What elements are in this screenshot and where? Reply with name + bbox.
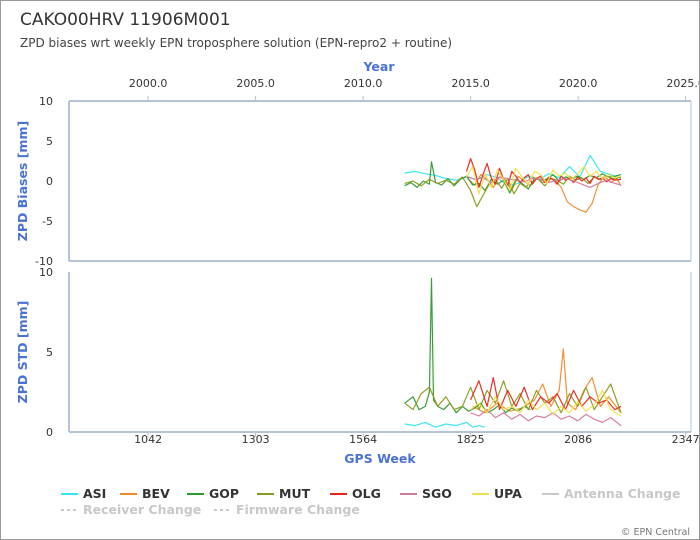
legend-label: MUT (279, 486, 311, 501)
std-series-group (404, 277, 622, 428)
credit-text: © EPN Central (621, 527, 690, 538)
year-tick-label: 2020.0 (559, 77, 598, 90)
year-tick-label: 2010.0 (344, 77, 383, 90)
std-y-tick-label: 0 (46, 426, 53, 439)
legend-label: Antenna Change (564, 486, 680, 501)
gps-week-tick-label: 2347 (672, 433, 699, 446)
legend-item-firmware-change[interactable]: Firmware Change (214, 502, 360, 517)
legend-label: BEV (142, 486, 170, 501)
legend-label: UPA (494, 486, 522, 501)
year-tick-label: 2005.0 (236, 77, 275, 90)
legend-item-olg[interactable]: OLG (330, 486, 381, 501)
std-series-sgo (470, 409, 622, 427)
bias-y-tick-label: 5 (46, 135, 53, 148)
legend-label: Firmware Change (236, 502, 360, 517)
std-series-upa (470, 389, 622, 417)
bias-series-olg (465, 158, 622, 188)
chart-title: CAKO00HRV 11906M001 (20, 10, 231, 30)
bias-series-upa (465, 166, 622, 195)
legend-label: SGO (422, 486, 452, 501)
legend-label: Receiver Change (83, 502, 201, 517)
legend-item-gop[interactable]: GOP (187, 486, 239, 501)
bias-y-tick-label: 10 (39, 95, 53, 108)
gps-week-tick-label: 2086 (564, 433, 592, 446)
gps-week-tick-label: 1042 (134, 433, 162, 446)
std-axis-label: ZPD STD [mm] (15, 301, 30, 404)
bias-series-mut (404, 175, 622, 208)
legend-item-antenna-change[interactable]: Antenna Change (542, 486, 680, 501)
legend[interactable]: ASI BEV GOP MUT OLG SGO UPA Antenna Change Recei… (61, 486, 680, 517)
legend-label: GOP (209, 486, 239, 501)
legend-item-sgo[interactable]: SGO (400, 486, 452, 501)
std-series-gop (404, 277, 531, 414)
year-tick-label: 2025.0 (666, 77, 699, 90)
year-tick-label: 2015.0 (451, 77, 490, 90)
bias-series-asi (404, 154, 622, 187)
legend-item-receiver-change[interactable]: Receiver Change (61, 502, 201, 517)
gps-week-axis-label: GPS Week (344, 451, 416, 466)
gps-week-tick-label: 1825 (457, 433, 485, 446)
legend-item-bev[interactable]: BEV (120, 486, 170, 501)
bias-series-group (404, 154, 622, 213)
legend-label: ASI (83, 486, 106, 501)
gps-week-tick-label: 1564 (349, 433, 377, 446)
bias-y-tick-label: 0 (46, 175, 53, 188)
legend-item-upa[interactable]: UPA (472, 486, 522, 501)
chart-subtitle: ZPD biases wrt weekly EPN troposphere so… (20, 36, 452, 50)
year-tick-label: 2000.0 (129, 77, 168, 90)
year-axis-label: Year (363, 59, 396, 74)
legend-item-mut[interactable]: MUT (257, 486, 311, 501)
bias-y-tick-label: -5 (42, 215, 53, 228)
std-y-tick-label: 10 (39, 266, 53, 279)
legend-label: OLG (352, 486, 381, 501)
gps-week-tick-label: 1303 (242, 433, 270, 446)
bias-axis-label: ZPD Biases [mm] (15, 121, 30, 241)
std-y-tick-label: 5 (46, 346, 53, 359)
bias-y-tick-label: -10 (35, 255, 53, 268)
legend-item-asi[interactable]: ASI (61, 486, 106, 501)
std-series-asi (404, 421, 486, 428)
std-series-olg (470, 377, 622, 411)
